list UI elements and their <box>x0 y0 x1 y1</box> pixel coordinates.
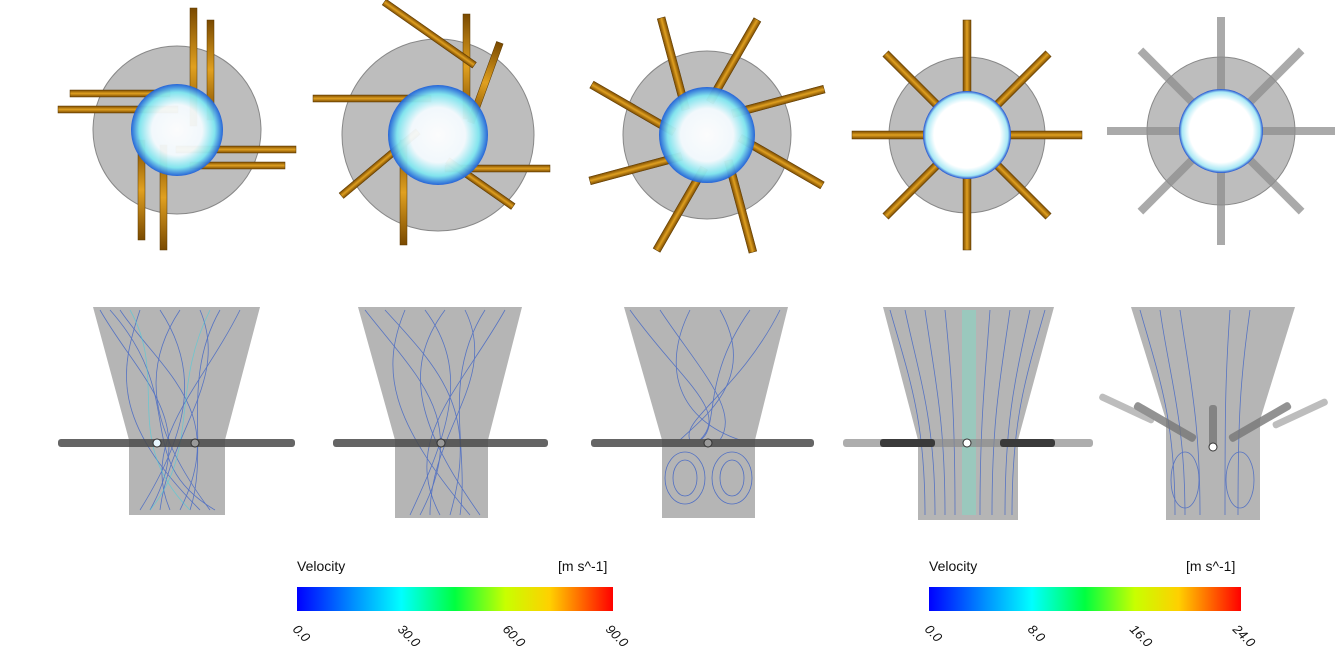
side-view-1 <box>58 307 295 515</box>
legend-2-tick-3: 24.0 <box>1229 621 1259 650</box>
legend-1-unit: [m s^-1] <box>558 558 607 574</box>
legend-2: Velocity [m s^-1] 0.0 8.0 16.0 24.0 <box>922 558 1259 650</box>
legend-2-tick-2: 16.0 <box>1127 622 1156 650</box>
legend-2-title: Velocity <box>929 558 977 574</box>
top-view-2 <box>312 0 551 246</box>
top-view-3 <box>588 16 826 254</box>
top-view-1 <box>57 7 297 251</box>
side-view-3 <box>591 307 814 518</box>
side-view-4 <box>843 307 1093 520</box>
side-view-5 <box>1099 307 1328 520</box>
legend-1-tick-0: 0.0 <box>290 622 314 646</box>
legend-1-tick-3: 90.0 <box>603 622 632 650</box>
legend-2-tick-1: 8.0 <box>1025 622 1049 646</box>
legend-1-title: Velocity <box>297 558 345 574</box>
legend-1-colorbar <box>297 587 613 611</box>
legend-2-tick-0: 0.0 <box>922 622 946 646</box>
side-view-2 <box>333 307 548 518</box>
legend-1-tick-2: 60.0 <box>500 622 529 650</box>
top-view-4 <box>851 19 1083 251</box>
legend-2-unit: [m s^-1] <box>1186 558 1235 574</box>
legend-1: Velocity [m s^-1] 0.0 30.0 60.0 90.0 <box>290 558 632 650</box>
legend-1-tick-1: 30.0 <box>395 622 424 650</box>
legend-2-colorbar <box>929 587 1241 611</box>
top-view-5 <box>1107 17 1335 245</box>
